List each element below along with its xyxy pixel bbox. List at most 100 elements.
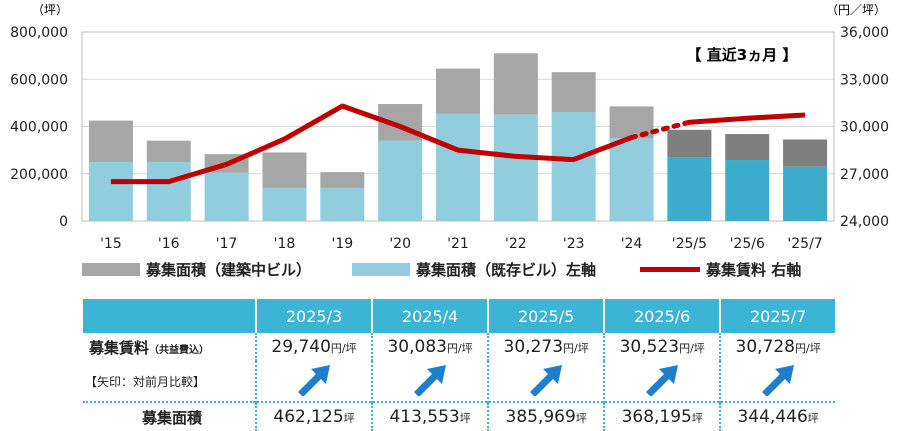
bar-existing bbox=[146, 161, 191, 221]
bar-existing bbox=[725, 160, 770, 221]
x-tick-label: '25/5 bbox=[672, 236, 707, 252]
x-tick-label: '18 bbox=[274, 236, 296, 252]
legend-label-existing: 募集面積（既存ビル）左軸 bbox=[416, 260, 597, 279]
bar-existing bbox=[262, 187, 307, 221]
x-tick-label: '16 bbox=[158, 236, 180, 252]
x-tick-label: '20 bbox=[389, 236, 411, 252]
left-tick-label: 600,000 bbox=[10, 72, 68, 88]
rent-line bbox=[110, 103, 633, 185]
bar-construction bbox=[493, 53, 538, 115]
period-header: 2025/3 bbox=[254, 299, 373, 333]
table-row-arrows: 【矢印：対前月比較】 bbox=[83, 361, 835, 402]
left-axis-unit: （坪） bbox=[32, 3, 68, 17]
x-tick-label: '25/7 bbox=[787, 236, 822, 252]
x-tick-label: '24 bbox=[621, 236, 643, 252]
bar-existing bbox=[783, 166, 828, 221]
rent-sub-label: （共益費込） bbox=[149, 344, 210, 356]
period-header: 2025/4 bbox=[371, 299, 489, 333]
table-row-rent: 募集賃料（共益費込） 29,740円/坪 30,083円/坪 30,273円/坪… bbox=[83, 333, 835, 361]
rent-line-dotted bbox=[629, 119, 692, 141]
area-cell: 385,969坪 bbox=[487, 401, 605, 431]
area-cell: 462,125坪 bbox=[254, 401, 373, 431]
period-header: 2025/7 bbox=[719, 299, 835, 333]
bar-construction bbox=[725, 134, 770, 161]
x-tick-label: '22 bbox=[505, 236, 527, 252]
arrow-cell bbox=[719, 361, 835, 402]
arrow-cell bbox=[487, 361, 605, 402]
right-tick-label: 24,000 bbox=[840, 214, 889, 230]
right-tick-label: 27,000 bbox=[840, 167, 889, 183]
bar-construction bbox=[667, 129, 712, 158]
recent-3-months-annotation: 【 直近3ヵ月 】 bbox=[687, 46, 798, 64]
bar-existing bbox=[609, 138, 654, 221]
period-header: 2025/5 bbox=[487, 299, 605, 333]
arrow-up-right-icon bbox=[530, 365, 563, 397]
area-cell: 368,195坪 bbox=[603, 401, 721, 431]
rent-cell: 30,273円/坪 bbox=[487, 333, 605, 361]
legend-label-construction: 募集面積（建築中ビル） bbox=[146, 260, 312, 279]
bar-construction bbox=[436, 68, 480, 114]
rent-label: 募集賃料 bbox=[89, 338, 150, 357]
legend-swatch-construction bbox=[82, 262, 140, 276]
rent-cell: 30,728円/坪 bbox=[719, 333, 835, 361]
table-row-area: 募集面積 462,125坪 413,553坪 385,969坪 368,195坪… bbox=[83, 401, 835, 431]
right-tick-label: 30,000 bbox=[840, 120, 889, 136]
rent-cell: 29,740円/坪 bbox=[254, 333, 373, 361]
legend-existing: 募集面積（既存ビル）左軸 bbox=[352, 257, 596, 281]
arrow-up-right-icon bbox=[646, 365, 679, 397]
right-tick-label: 36,000 bbox=[840, 25, 889, 41]
bar-construction bbox=[320, 172, 365, 188]
bar-existing bbox=[667, 157, 712, 221]
arrow-cell bbox=[371, 361, 489, 402]
arrow-cell bbox=[254, 361, 373, 402]
right-axis-unit: （円／坪） bbox=[826, 3, 886, 17]
period-header: 2025/6 bbox=[603, 299, 721, 333]
bar-construction bbox=[88, 120, 133, 162]
bar-existing bbox=[378, 140, 423, 221]
arrow-up-right-icon bbox=[298, 365, 331, 397]
rent-line-recent bbox=[689, 112, 806, 125]
area-cell: 344,446坪 bbox=[719, 401, 835, 431]
rent-line-series bbox=[110, 103, 806, 185]
rent-cell: 30,083円/坪 bbox=[371, 333, 489, 361]
legend-label-rent: 募集賃料 右軸 bbox=[706, 260, 802, 279]
left-tick-label: 800,000 bbox=[10, 25, 68, 41]
left-tick-label: 0 bbox=[59, 214, 68, 230]
bar-existing bbox=[320, 187, 365, 221]
x-tick-label: '21 bbox=[447, 236, 469, 252]
rent-cell: 30,523円/坪 bbox=[603, 333, 721, 361]
x-tick-label: '17 bbox=[216, 236, 238, 252]
bar-construction bbox=[551, 72, 596, 113]
rental-chart: 0 200,000 400,000 600,000 800,000 24,000 27,00… bbox=[10, 3, 889, 252]
bar-existing bbox=[204, 172, 249, 221]
left-tick-label: 400,000 bbox=[10, 120, 68, 136]
summary-table: 2025/3 2025/4 2025/5 2025/6 2025/7 募集賃料（… bbox=[83, 299, 835, 431]
bar-construction bbox=[783, 139, 828, 167]
axes: 0 200,000 400,000 600,000 800,000 24,000 27,00… bbox=[10, 25, 889, 252]
legend-swatch-rent bbox=[640, 266, 700, 272]
left-tick-label: 200,000 bbox=[10, 167, 68, 183]
right-tick-label: 33,000 bbox=[840, 72, 889, 88]
bar-existing bbox=[436, 113, 480, 221]
bar-construction bbox=[262, 152, 307, 188]
bar-existing bbox=[88, 161, 133, 221]
bar-series bbox=[88, 53, 828, 221]
table-header-row: 2025/3 2025/4 2025/5 2025/6 2025/7 bbox=[83, 299, 835, 333]
arrow-up-right-icon bbox=[762, 365, 795, 397]
x-tick-label: '23 bbox=[563, 236, 585, 252]
legend-construction: 募集面積（建築中ビル） bbox=[82, 257, 311, 281]
area-row-label: 募集面積 bbox=[83, 401, 256, 431]
arrow-row-label: 【矢印：対前月比較】 bbox=[85, 374, 206, 389]
bar-construction bbox=[146, 140, 191, 162]
x-tick-label: '25/6 bbox=[730, 236, 765, 252]
arrow-cell bbox=[603, 361, 721, 402]
legend-rent: 募集賃料 右軸 bbox=[640, 257, 801, 281]
table-header-corner bbox=[83, 299, 256, 333]
area-cell: 413,553坪 bbox=[371, 401, 489, 431]
legend-swatch-existing bbox=[352, 262, 410, 276]
arrow-up-right-icon bbox=[414, 365, 447, 397]
rent-row-label: 募集賃料（共益費込） bbox=[83, 333, 256, 361]
x-tick-label: '15 bbox=[100, 236, 122, 252]
bar-existing bbox=[551, 112, 596, 221]
x-tick-label: '19 bbox=[331, 236, 353, 252]
